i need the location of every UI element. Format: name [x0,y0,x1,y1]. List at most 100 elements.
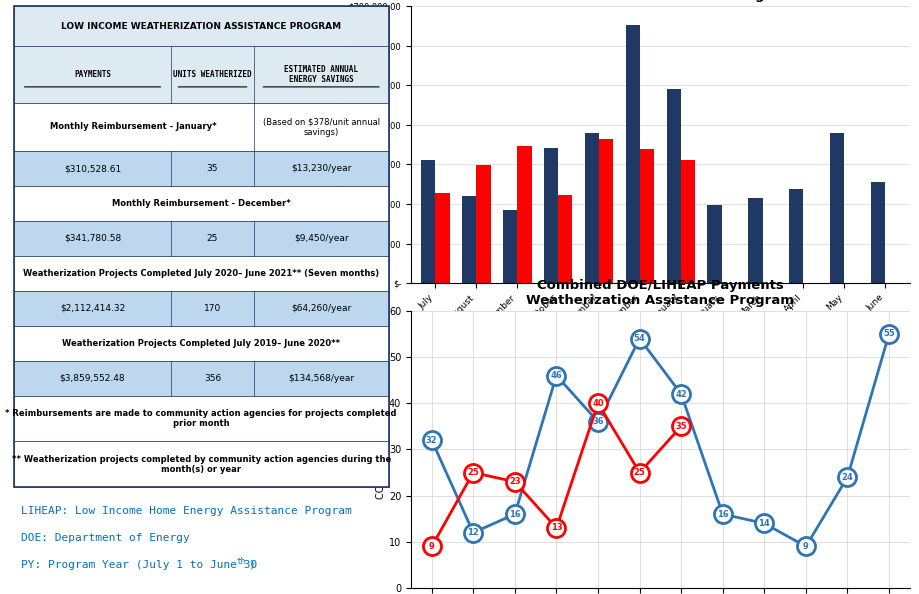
Bar [830,132,845,283]
FancyBboxPatch shape [14,103,389,151]
Bar [584,132,599,283]
Text: DOE: Department of Energy: DOE: Department of Energy [21,533,190,543]
Text: $2,112,414.32: $2,112,414.32 [60,304,125,313]
Text: $64,260/year: $64,260/year [291,304,351,313]
Text: 24: 24 [842,473,854,482]
Text: 16: 16 [509,510,521,519]
Text: Weatherization Projects Completed July 2020– June 2021** (Seven months): Weatherization Projects Completed July 2… [23,269,380,278]
Text: 42: 42 [675,390,687,399]
Text: ** Weatherization projects completed by community action agencies during the
mon: ** Weatherization projects completed by … [12,454,391,474]
Bar [789,189,803,283]
Text: PAYMENTS: PAYMENTS [74,70,111,79]
Text: 36: 36 [592,417,604,426]
Text: ): ) [248,560,255,570]
Bar [503,210,517,283]
Text: 12: 12 [468,528,479,537]
Text: 40: 40 [592,399,604,407]
Text: 9: 9 [429,542,435,551]
Text: 25: 25 [634,468,645,477]
Combined DOE/LIHEAP for PY2019/2020 [468,529,479,536]
FancyBboxPatch shape [14,151,389,186]
Y-axis label: Reimbursement Payments: Reimbursement Payments [333,80,343,209]
Combined DOE/LIHEAP for PY2020/2021 [426,543,437,550]
Line: Combined DOE/LIHEAP for PY2019/2020: Combined DOE/LIHEAP for PY2019/2020 [423,325,898,555]
Bar [476,165,491,283]
Combined DOE/LIHEAP for PY2020/2021 [675,423,686,430]
Text: 55: 55 [883,330,895,339]
Combined DOE/LIHEAP for PY2019/2020 [800,543,811,550]
Text: 16: 16 [717,510,729,519]
Text: 9: 9 [803,542,809,551]
Combined DOE/LIHEAP for PY2019/2020 [842,473,853,481]
Bar [517,146,531,283]
Combined DOE/LIHEAP for PY2020/2021 [634,469,645,476]
FancyBboxPatch shape [14,6,389,46]
Combined DOE/LIHEAP for PY2019/2020 [634,335,645,342]
Combined DOE/LIHEAP for PY2020/2021 [509,478,520,485]
Combined DOE/LIHEAP for PY2019/2020 [426,437,437,444]
Text: $341,780.58: $341,780.58 [64,234,121,243]
Text: $3,859,552.48: $3,859,552.48 [60,374,125,383]
FancyBboxPatch shape [14,221,389,256]
Text: $13,230/year: $13,230/year [291,164,351,173]
Bar [436,193,449,283]
FancyBboxPatch shape [14,396,389,441]
Text: 54: 54 [634,334,645,343]
Bar [681,160,695,283]
Combined DOE/LIHEAP for PY2020/2021 [468,469,479,476]
Bar [626,24,640,283]
Text: LIHEAP: Low Income Home Energy Assistance Program: LIHEAP: Low Income Home Energy Assistanc… [21,506,352,516]
Bar [871,182,885,283]
Text: Monthly Reimbursement - December*: Monthly Reimbursement - December* [112,199,290,208]
Text: $9,450/year: $9,450/year [294,234,348,243]
Combined DOE/LIHEAP for PY2019/2020 [675,390,686,397]
Title: Combined DOE/LIHEAP Payments
Weatherization Assistance Program: Combined DOE/LIHEAP Payments Weatherizat… [527,279,794,307]
Combined DOE/LIHEAP for PY2019/2020 [593,418,604,425]
Text: ESTIMATED ANNUAL
ENERGY SAVINGS: ESTIMATED ANNUAL ENERGY SAVINGS [284,65,358,84]
Text: Weatherization Projects Completed July 2019– June 2020**: Weatherization Projects Completed July 2… [62,339,340,347]
Bar [462,196,476,283]
FancyBboxPatch shape [14,441,389,487]
FancyBboxPatch shape [14,326,389,361]
FancyBboxPatch shape [14,256,389,291]
Bar [748,198,763,283]
FancyBboxPatch shape [14,291,389,326]
Bar [544,148,558,283]
Text: 32: 32 [425,436,437,445]
Combined DOE/LIHEAP for PY2020/2021 [550,525,562,532]
Bar [558,195,573,283]
Text: 14: 14 [758,519,770,528]
Bar [599,140,613,283]
Text: 13: 13 [550,523,562,532]
Y-axis label: COMPLETED HOMES: COMPLETED HOMES [376,400,386,499]
Text: 356: 356 [204,374,221,383]
Text: * Reimbursements are made to community action agencies for projects completed
pr: * Reimbursements are made to community a… [6,409,397,428]
Text: 25: 25 [207,234,218,243]
Text: $310,528.61: $310,528.61 [64,164,121,173]
Text: (Based on $378/unit annual
savings): (Based on $378/unit annual savings) [263,117,380,137]
Text: UNITS WEATHERIZED: UNITS WEATHERIZED [173,70,252,79]
Combined DOE/LIHEAP for PY2019/2020 [509,511,520,518]
Text: 35: 35 [207,164,218,173]
Combined DOE/LIHEAP for PY2020/2021 [593,400,604,407]
Combined DOE/LIHEAP for PY2019/2020 [883,330,894,337]
Text: PY: Program Year (July 1 to June 30: PY: Program Year (July 1 to June 30 [21,560,257,570]
Combined DOE/LIHEAP for PY2019/2020 [717,511,728,518]
Bar [421,160,436,283]
Text: LOW INCOME WEATHERIZATION ASSISTANCE PROGRAM: LOW INCOME WEATHERIZATION ASSISTANCE PRO… [62,21,341,31]
Text: 25: 25 [468,468,479,477]
Text: Monthly Reimbursement - January*: Monthly Reimbursement - January* [51,122,217,131]
Text: $134,568/year: $134,568/year [289,374,354,383]
Title: Combined DOE/LIHEAP Payments
Weatherization Assistance Program: Combined DOE/LIHEAP Payments Weatherizat… [527,0,794,2]
Text: 46: 46 [550,371,562,380]
Text: 35: 35 [675,422,687,431]
Legend: Combined DOE/LIHEAP for PY2019/2020, Combined DOE/LIHEAP for PY2020/2021: Combined DOE/LIHEAP for PY2019/2020, Com… [461,380,859,396]
FancyBboxPatch shape [14,46,389,103]
Combined DOE/LIHEAP for PY2019/2020 [550,372,562,379]
Text: 23: 23 [509,478,521,486]
Line: Combined DOE/LIHEAP for PY2020/2021: Combined DOE/LIHEAP for PY2020/2021 [423,394,690,555]
FancyBboxPatch shape [14,186,389,221]
Combined DOE/LIHEAP for PY2019/2020 [759,520,770,527]
Bar [666,89,681,283]
Bar [640,149,654,283]
